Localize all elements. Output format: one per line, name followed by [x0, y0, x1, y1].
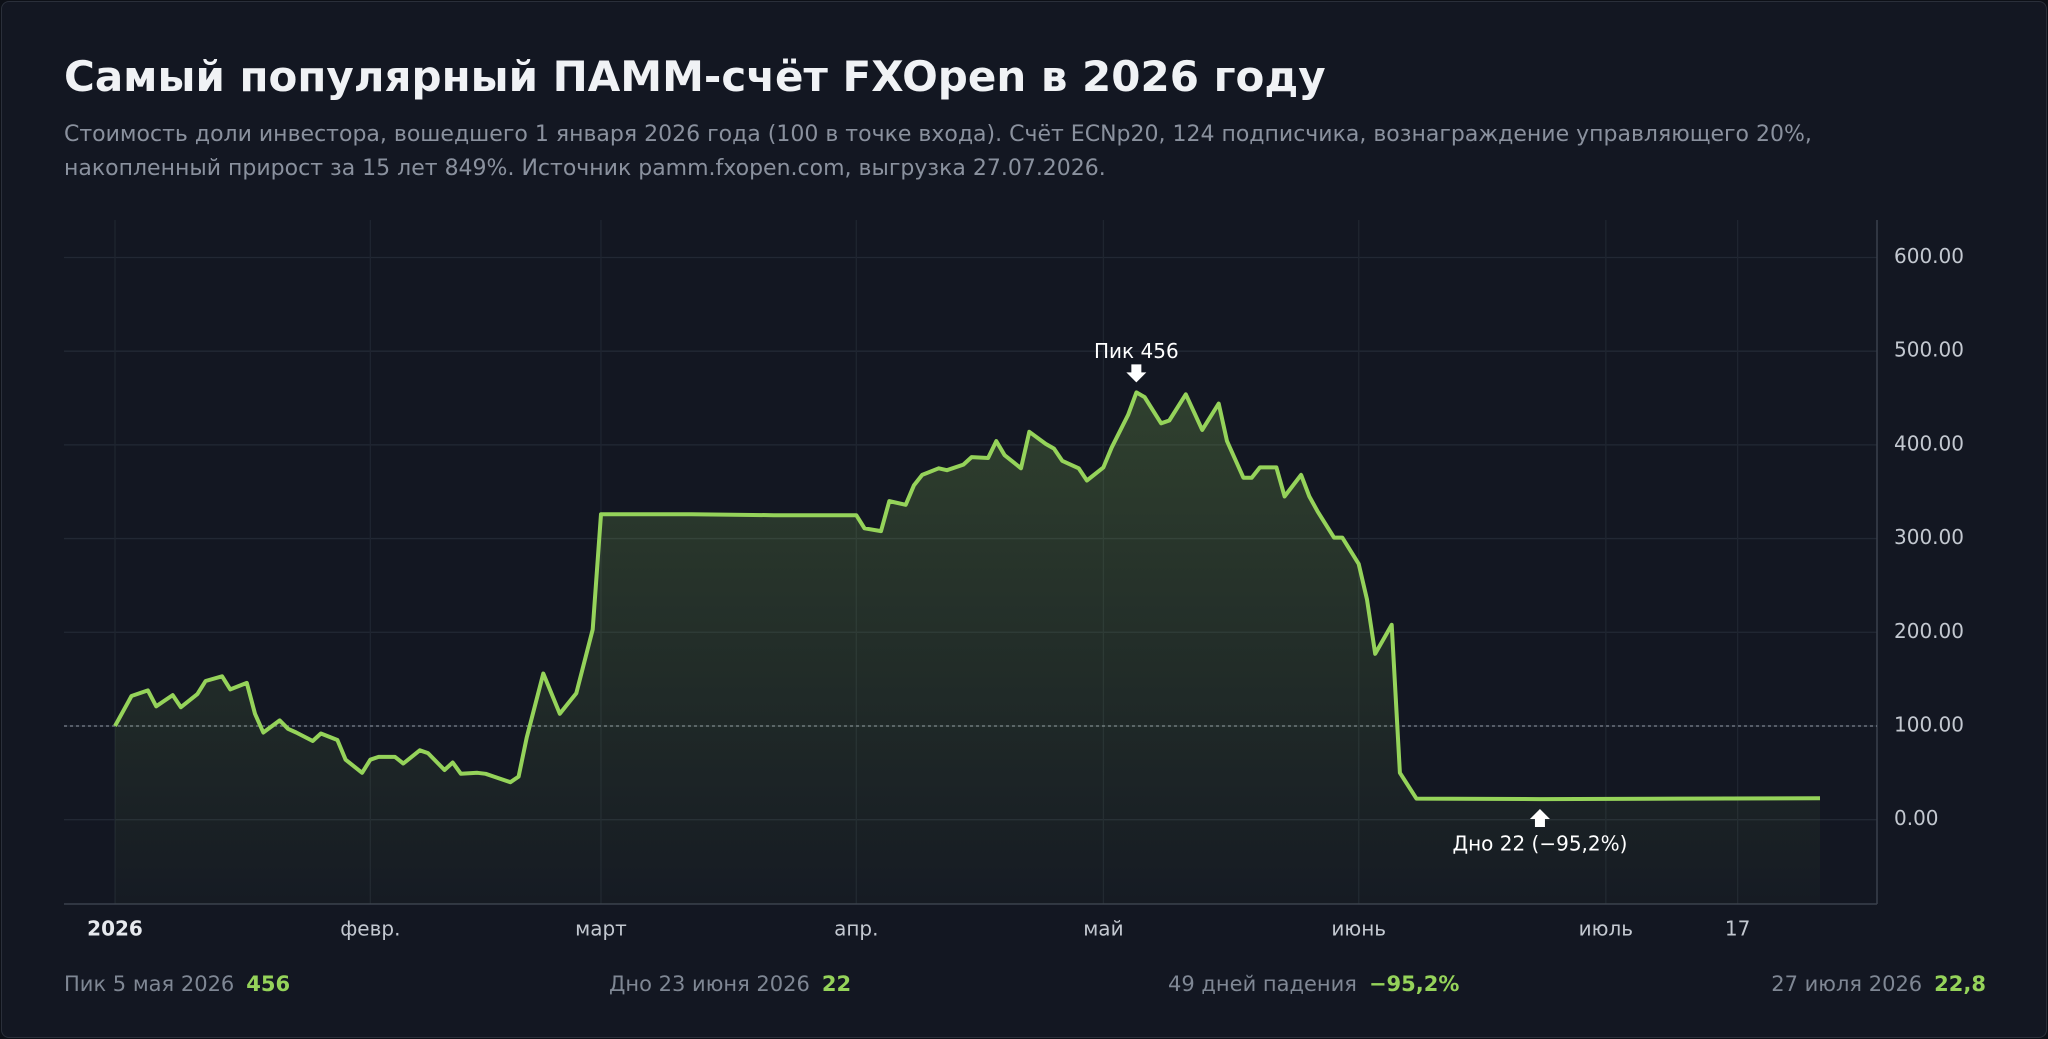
x-tick-label: февр. — [340, 917, 400, 941]
stat-value: 456 — [246, 972, 291, 996]
y-tick-label: 200.00 — [1894, 619, 1964, 643]
stat-value: 22 — [821, 972, 852, 996]
x-tick-label: март — [575, 917, 627, 941]
line — [113, 390, 1821, 802]
y-tick-label: 300.00 — [1894, 525, 1964, 549]
y-tick-label: 0.00 — [1894, 806, 1939, 830]
stat-label: Дно 23 июня 2026 — [609, 972, 810, 996]
stat: Пик 5 мая 2026 456 — [64, 972, 290, 996]
stats-bar: Пик 5 мая 2026 456 Дно 23 июня 2026 22 49 дн… — [64, 972, 1986, 1006]
x-tick-label: июнь — [1331, 917, 1386, 941]
y-tick-label: 100.00 — [1894, 712, 1964, 736]
annotation: Дно 22 (−95,2%) — [1452, 832, 1627, 856]
chart-subtitle: Стоимость доли инвестора, вошедшего 1 ян… — [64, 122, 1812, 181]
x-tick-label: 17 — [1725, 917, 1750, 941]
stat-label: 27 июля 2026 — [1771, 972, 1923, 996]
y-tick-label: 600.00 — [1894, 244, 1964, 268]
x-tick-label: апр. — [834, 917, 878, 941]
chart-title: Самый популярный ПАММ-счёт FXOpen в 2026… — [64, 52, 1326, 101]
annotation-arrow — [1529, 809, 1550, 828]
stat: Дно 23 июня 2026 22 — [609, 972, 851, 996]
stat: 27 июля 2026 22,8 — [1771, 972, 1986, 996]
x-tick-label: 2026 — [87, 917, 143, 941]
stat: 49 дней падения −95,2% — [1168, 972, 1459, 996]
x-tick-label: май — [1083, 917, 1123, 941]
y-tick-label: 400.00 — [1894, 431, 1964, 455]
annotation: Пик 456 — [1094, 339, 1179, 363]
y-tick-label: 500.00 — [1894, 338, 1964, 362]
stat-label: Пик 5 мая 2026 — [64, 972, 235, 996]
stat-label: 49 дней падения — [1168, 972, 1357, 996]
annotation-arrow — [1126, 364, 1147, 383]
x-tick-label: июль — [1579, 917, 1633, 941]
stat-value: 22,8 — [1934, 972, 1986, 996]
stat-value: −95,2% — [1368, 972, 1460, 996]
area-fill — [115, 392, 1820, 904]
